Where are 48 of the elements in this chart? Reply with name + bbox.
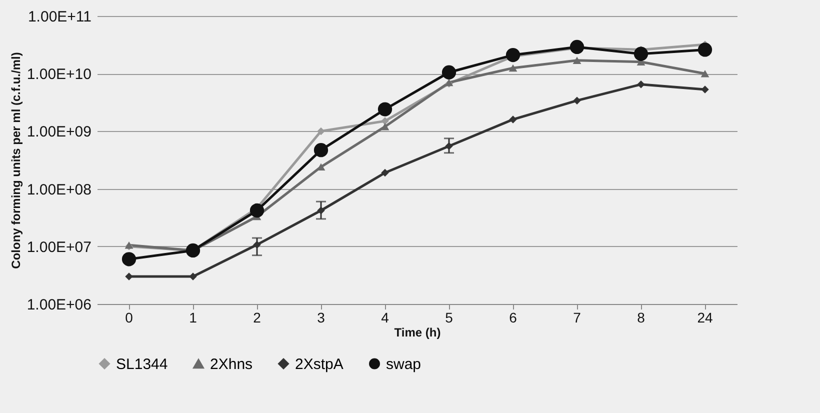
x-tick-label: 8 bbox=[637, 310, 646, 326]
point bbox=[186, 243, 200, 258]
legend-label: 2Xhns bbox=[210, 356, 253, 373]
x-tick-label: 0 bbox=[125, 310, 134, 326]
point bbox=[508, 64, 518, 72]
point bbox=[253, 240, 261, 249]
point bbox=[250, 203, 264, 218]
point bbox=[573, 96, 581, 104]
point bbox=[317, 206, 325, 214]
x-tick-label: 2 bbox=[253, 310, 262, 326]
y-tick-label: 1.00E+11 bbox=[28, 8, 92, 26]
x-tick-label: 7 bbox=[573, 310, 582, 326]
y-tick-label: 1.00E+10 bbox=[26, 66, 92, 84]
point bbox=[122, 252, 136, 266]
legend-label: SL1344 bbox=[116, 356, 168, 373]
point bbox=[317, 127, 325, 136]
x-tick-label: 24 bbox=[697, 310, 713, 326]
point bbox=[381, 168, 389, 177]
x-tick-label: 4 bbox=[381, 310, 390, 326]
point bbox=[637, 80, 645, 88]
y-tick-label: 1.00E+06 bbox=[26, 296, 92, 314]
point bbox=[125, 272, 133, 280]
point bbox=[701, 86, 709, 94]
point bbox=[378, 102, 392, 116]
y-axis-title: Colony forming units per ml (c.f.u./ml) bbox=[8, 52, 23, 269]
x-axis-title: Time (h) bbox=[394, 326, 441, 340]
point bbox=[442, 65, 456, 80]
point bbox=[381, 117, 389, 125]
point bbox=[509, 116, 517, 124]
point bbox=[314, 143, 328, 158]
x-tick-label: 6 bbox=[509, 310, 518, 326]
y-tick-label: 1.00E+09 bbox=[26, 124, 92, 141]
point bbox=[698, 42, 712, 57]
y-tick-label: 1.00E+07 bbox=[26, 238, 92, 256]
x-tick-label: 5 bbox=[445, 310, 454, 326]
x-tick-label: 3 bbox=[317, 310, 326, 326]
y-tick-label: 1.00E+08 bbox=[26, 181, 92, 198]
point bbox=[634, 46, 648, 61]
point bbox=[570, 40, 584, 54]
point bbox=[380, 123, 390, 130]
point bbox=[189, 272, 197, 280]
legend-label: swap bbox=[386, 356, 422, 373]
x-tick-label: 1 bbox=[189, 310, 198, 326]
point bbox=[700, 70, 710, 78]
point bbox=[572, 56, 582, 64]
point bbox=[506, 48, 520, 62]
legend-label: 2XstpA bbox=[295, 356, 344, 373]
point bbox=[445, 142, 453, 150]
